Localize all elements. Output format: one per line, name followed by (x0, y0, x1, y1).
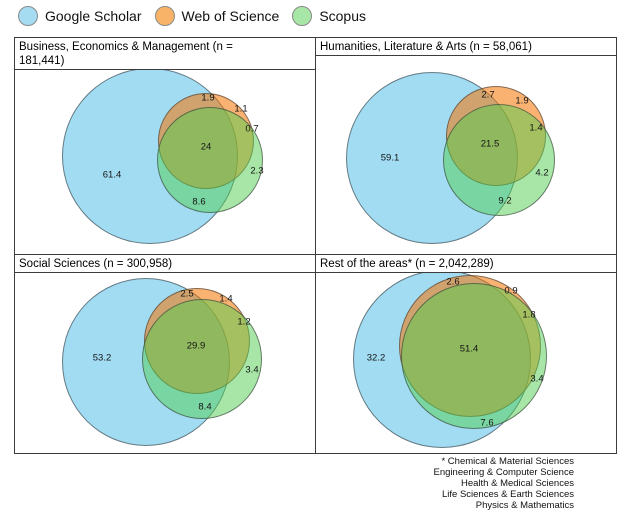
venn-label-gs-scopus: 8.4 (198, 401, 212, 413)
panel-title: Humanities, Literature & Arts (n = 58,06… (316, 38, 616, 56)
legend-item-scopus: Scopus (292, 6, 366, 26)
panel-rest-of-areas: Rest of the areas* (n = 2,042,289) 32.2 … (315, 254, 617, 454)
footnote-line: Health & Medical Sciences (461, 478, 574, 489)
venn-plot: 61.4 1.9 1.1 0.7 24 2.3 8.6 (15, 70, 315, 254)
venn-label-gs-wos: 1.9 (201, 92, 215, 104)
venn-label-gs-wos: 2.5 (180, 288, 194, 300)
venn-label-gs-only: 32.2 (366, 352, 386, 364)
venn-label-wos-only: 1.4 (219, 293, 233, 305)
venn-label-all: 21.5 (480, 138, 500, 150)
panel-title: Rest of the areas* (n = 2,042,289) (316, 255, 616, 273)
google-scholar-circle-icon (18, 6, 38, 26)
venn-label-gs-only: 53.2 (92, 352, 112, 364)
panel-grid: Business, Economics & Management (n = 18… (14, 37, 617, 454)
venn-label-all: 24 (200, 141, 212, 153)
panel-title: Business, Economics & Management (n = 18… (15, 38, 315, 70)
footnote: * Chemical & Material Sciences Engineeri… (316, 456, 574, 511)
legend-label: Google Scholar (45, 8, 142, 24)
venn-plot: 59.1 2.7 1.9 1.4 21.5 4.2 9.2 (316, 56, 616, 254)
venn-label-scopus-only: 3.4 (530, 373, 544, 385)
venn-circle-scopus (157, 107, 263, 213)
venn-circle-scopus (142, 299, 262, 419)
venn-label-wos-scopus: 1.4 (529, 122, 543, 134)
venn-label-all: 29.9 (186, 340, 206, 352)
venn-label-gs-scopus: 8.6 (192, 196, 206, 208)
venn-label-gs-scopus: 9.2 (498, 195, 512, 207)
venn-label-gs-only: 61.4 (102, 169, 122, 181)
footnote-line: Engineering & Computer Science (433, 467, 574, 478)
footnote-line: * Chemical & Material Sciences (441, 456, 574, 467)
venn-plot: 32.2 2.6 0.9 1.8 51.4 3.4 7.6 (316, 273, 616, 453)
venn-plot: 53.2 2.5 1.4 1.2 29.9 3.4 8.4 (15, 273, 315, 453)
venn-label-scopus-only: 2.3 (250, 165, 264, 177)
venn-label-gs-only: 59.1 (380, 152, 400, 164)
venn-label-scopus-only: 4.2 (535, 167, 549, 179)
legend: Google Scholar Web of Science Scopus (18, 6, 366, 26)
panel-humanities-literature-arts: Humanities, Literature & Arts (n = 58,06… (315, 37, 617, 255)
legend-label: Scopus (319, 8, 367, 24)
venn-label-gs-wos: 2.6 (446, 276, 460, 288)
venn-label-wos-scopus: 1.2 (237, 316, 251, 328)
legend-item-web-of-science: Web of Science (154, 6, 280, 26)
venn-label-gs-scopus: 7.6 (480, 417, 494, 429)
panel-business-economics-management: Business, Economics & Management (n = 18… (14, 37, 316, 255)
scopus-circle-icon (292, 6, 313, 26)
footnote-line: Life Sciences & Earth Sciences (441, 489, 574, 500)
venn-circle-scopus (401, 283, 547, 429)
venn-circle-scopus (443, 104, 555, 216)
web-of-science-circle-icon (154, 6, 175, 26)
venn-label-gs-wos: 2.7 (481, 89, 495, 101)
legend-item-google-scholar: Google Scholar (18, 6, 142, 26)
panel-title: Social Sciences (n = 300,958) (15, 255, 315, 273)
venn-label-wos-scopus: 0.7 (245, 123, 259, 135)
venn-label-wos-scopus: 1.8 (522, 309, 536, 321)
venn-label-wos-only: 0.9 (504, 285, 518, 297)
venn-label-wos-only: 1.1 (234, 103, 248, 115)
footnote-line: Physics & Mathematics (475, 500, 574, 511)
panel-social-sciences: Social Sciences (n = 300,958) 53.2 2.5 1… (14, 254, 316, 454)
venn-label-wos-only: 1.9 (515, 95, 529, 107)
venn-label-scopus-only: 3.4 (245, 364, 259, 376)
legend-label: Web of Science (181, 8, 280, 24)
venn-label-all: 51.4 (459, 343, 479, 355)
